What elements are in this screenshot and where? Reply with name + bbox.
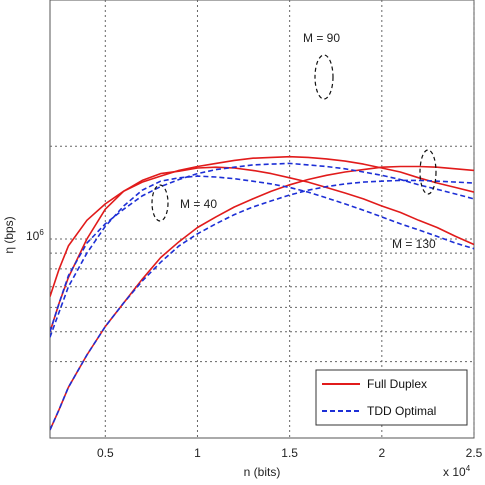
annotation-ellipse-m130 bbox=[419, 149, 437, 195]
series-line-1 bbox=[50, 166, 474, 332]
annotation-m90: M = 90 bbox=[303, 31, 340, 45]
annotation-ellipse-m90 bbox=[314, 54, 334, 100]
grid-lines bbox=[50, 0, 475, 438]
annotation-m40: M = 40 bbox=[180, 197, 217, 211]
x-tick-label: 0.5 bbox=[97, 446, 114, 460]
plot-area bbox=[49, 0, 475, 439]
series-line-4 bbox=[50, 175, 474, 338]
series-line-3 bbox=[50, 162, 474, 332]
x-tick-label: 2 bbox=[378, 446, 385, 460]
y-axis-label: η (bps) bbox=[2, 216, 16, 253]
legend-box bbox=[315, 369, 468, 426]
series-line-0 bbox=[50, 155, 474, 297]
annotation-ellipse-m40 bbox=[151, 184, 169, 222]
y-tick-label-1e6: 106 bbox=[26, 228, 44, 243]
legend: Full Duplex TDD Optimal bbox=[315, 369, 468, 426]
x-tick-labels: 0.5 1 1.5 2 2.5 bbox=[97, 446, 483, 460]
series-line-2 bbox=[50, 165, 474, 431]
series-group bbox=[50, 155, 474, 431]
x-tick-label: 1.5 bbox=[281, 446, 298, 460]
legend-label-full-duplex: Full Duplex bbox=[367, 377, 427, 391]
x-tick-label: 1 bbox=[194, 446, 201, 460]
annotation-ellipses bbox=[151, 54, 437, 222]
annotation-m130: M = 130 bbox=[392, 237, 436, 251]
x-axis-label: n (bits) bbox=[244, 465, 281, 479]
x-tick-label: 2.5 bbox=[466, 446, 483, 460]
x-exponent-label: x 104 bbox=[443, 464, 471, 479]
legend-label-tdd-optimal: TDD Optimal bbox=[367, 404, 436, 418]
